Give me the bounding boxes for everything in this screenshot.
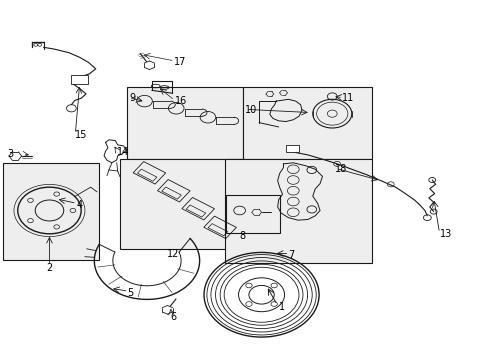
Bar (286, 145, 298, 152)
Text: 15: 15 (75, 130, 87, 140)
Text: 4: 4 (76, 200, 82, 210)
Bar (71, 75, 88, 84)
Text: 11: 11 (341, 93, 353, 103)
Bar (127, 87, 242, 159)
Text: 6: 6 (170, 312, 176, 322)
Bar (225, 195, 279, 233)
Text: 8: 8 (239, 231, 245, 240)
Bar (242, 87, 371, 159)
Text: 12: 12 (166, 248, 179, 258)
Text: 13: 13 (439, 229, 451, 239)
Text: 3: 3 (7, 149, 14, 159)
Bar (120, 159, 242, 249)
Bar (3, 163, 99, 260)
Text: 16: 16 (174, 96, 186, 106)
Text: 5: 5 (127, 288, 133, 298)
Text: 9: 9 (129, 93, 135, 103)
Text: 14: 14 (117, 147, 129, 157)
Text: 17: 17 (173, 57, 186, 67)
Text: 2: 2 (46, 263, 53, 273)
Text: 18: 18 (334, 164, 347, 174)
Text: 1: 1 (278, 302, 284, 312)
Bar (224, 159, 371, 263)
Text: 10: 10 (244, 105, 256, 115)
Text: 7: 7 (288, 250, 294, 260)
